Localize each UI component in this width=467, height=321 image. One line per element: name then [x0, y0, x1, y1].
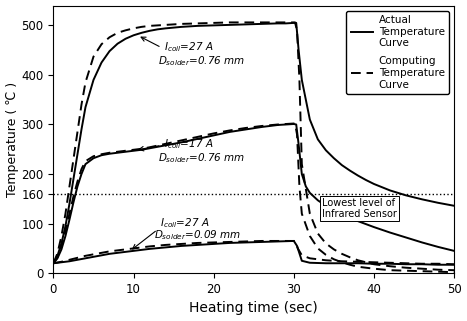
- Text: $I_{coil}$=27 A: $I_{coil}$=27 A: [164, 40, 213, 54]
- Y-axis label: Temperature ( ℃ ): Temperature ( ℃ ): [6, 82, 19, 197]
- Text: $I_{coil}$=27 A: $I_{coil}$=27 A: [160, 216, 209, 230]
- Text: $D_{solder}$=0.09 mm: $D_{solder}$=0.09 mm: [154, 228, 241, 242]
- X-axis label: Heating time (sec): Heating time (sec): [190, 301, 318, 316]
- Text: Lowest level of
Infrared Sensor: Lowest level of Infrared Sensor: [322, 198, 397, 220]
- Text: $D_{solder}$=0.76 mm: $D_{solder}$=0.76 mm: [157, 54, 245, 68]
- Text: $D_{solder}$=0.76 mm: $D_{solder}$=0.76 mm: [157, 151, 245, 165]
- Text: $I_{coil}$=17 A: $I_{coil}$=17 A: [164, 137, 213, 151]
- Legend: Actual
Temperature
Curve, Computing
Temperature
Curve: Actual Temperature Curve, Computing Temp…: [347, 11, 449, 94]
